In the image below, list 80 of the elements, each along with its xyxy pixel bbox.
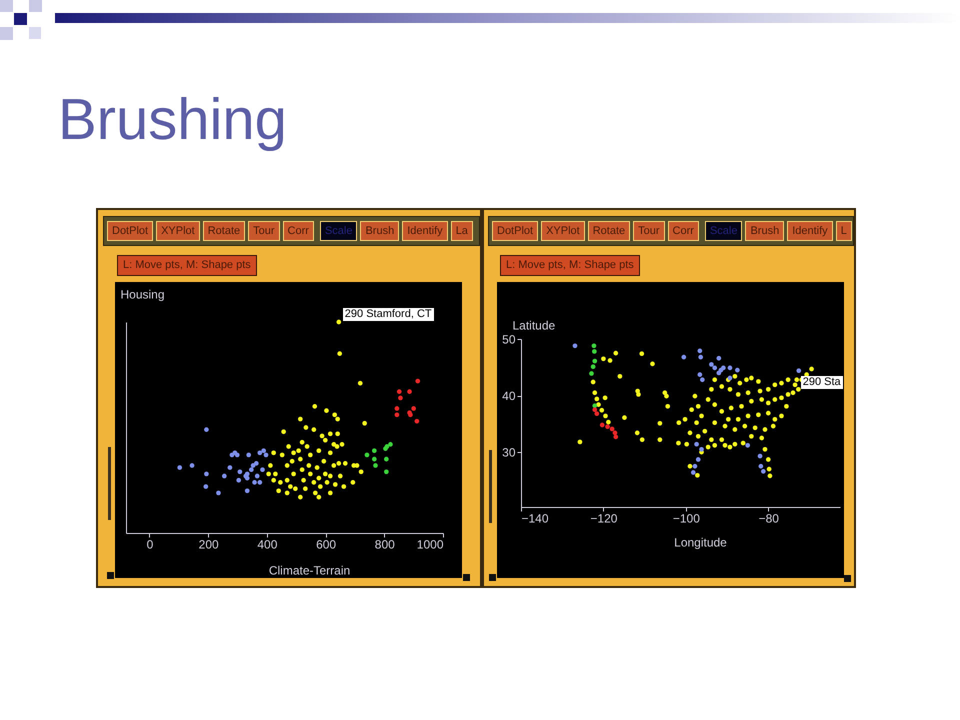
point (254, 474, 260, 478)
button: Rotate (202, 221, 246, 241)
point (261, 448, 266, 454)
point (234, 452, 240, 458)
point (388, 442, 393, 447)
point (258, 450, 262, 456)
annotation: 290 Stamford, CT (342, 308, 434, 321)
x-tick-label: −140 (522, 512, 549, 526)
point (396, 389, 402, 394)
x-tick-label: −100 (672, 512, 700, 526)
x-tick-label: 800 (374, 538, 396, 552)
point (248, 467, 254, 472)
point (264, 452, 268, 458)
button: La (450, 221, 473, 241)
y-tick-label: 50 (502, 332, 516, 346)
x-tick-label: −120 (590, 512, 618, 526)
text: L: Move pts, M: Shape pts (117, 255, 257, 276)
point (238, 469, 242, 474)
point (364, 452, 370, 458)
point (177, 465, 182, 470)
button: XYPlot (156, 221, 200, 241)
point (252, 480, 257, 485)
point (394, 412, 400, 418)
x-tick-label: 0 (146, 538, 154, 552)
point (254, 461, 259, 466)
button: XYPlot (541, 221, 585, 241)
button: Scale (320, 221, 358, 241)
button: Tour (633, 221, 665, 241)
y-axis-title: Latitude (512, 318, 556, 332)
button: Rotate (588, 221, 630, 241)
point (244, 488, 250, 494)
x-tick-label: 200 (198, 538, 220, 552)
button: Brush (745, 221, 784, 241)
point (228, 465, 232, 470)
point (260, 467, 265, 472)
point (204, 472, 209, 476)
point (373, 463, 378, 468)
point (384, 469, 389, 474)
point (372, 456, 377, 462)
point (230, 452, 234, 458)
x-tick-label: 400 (257, 538, 278, 552)
button: Tour (248, 221, 280, 241)
point (250, 463, 256, 468)
point (204, 427, 209, 432)
point (415, 378, 420, 384)
point (203, 484, 208, 489)
button: L (836, 221, 852, 241)
point (407, 389, 412, 394)
button: Scale (704, 221, 742, 241)
annotation: 290 Sta (800, 376, 843, 389)
point (246, 452, 252, 458)
button: DotPlot (492, 221, 538, 241)
y-tick-label: 40 (502, 389, 516, 404)
button: Corr (668, 221, 699, 241)
point (411, 406, 416, 411)
text: L: Move pts, M: Shape pts (500, 255, 640, 276)
point (190, 463, 194, 468)
point (216, 490, 221, 496)
point (222, 474, 227, 478)
button: DotPlot (107, 221, 154, 241)
x-axis-title: Longitude (674, 536, 728, 550)
point (372, 448, 377, 454)
point (408, 412, 413, 418)
point (414, 418, 420, 424)
point (384, 456, 389, 462)
point (394, 406, 400, 411)
x-tick-label: −80 (758, 512, 780, 526)
point (236, 478, 242, 483)
y-axis-title: Housing (120, 288, 165, 302)
button: Identify (787, 221, 833, 241)
chart-title: Brushing (58, 87, 287, 152)
button: Brush (360, 221, 400, 241)
y-tick-label: 30 (502, 446, 516, 460)
point (398, 396, 403, 400)
x-tick-label: 1000 (416, 538, 444, 552)
x-tick-label: 600 (316, 538, 336, 552)
point (258, 480, 262, 485)
button: Corr (282, 221, 314, 241)
x-axis-title: Climate-Terrain (268, 564, 350, 578)
button: Identify (402, 221, 448, 241)
